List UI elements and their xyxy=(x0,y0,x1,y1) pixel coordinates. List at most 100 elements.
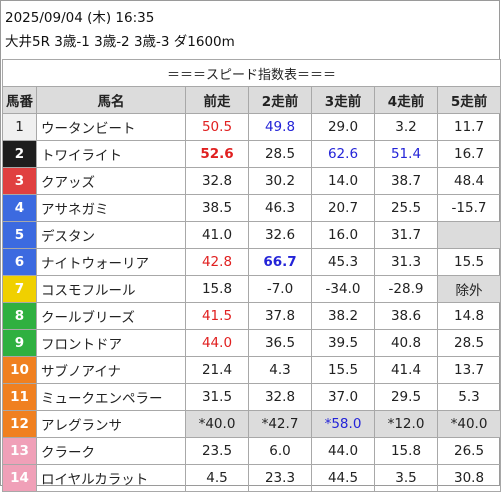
horse-name: アレグランサ xyxy=(36,410,186,438)
table-row: 6 ナイトウォーリア 42.8 66.7 45.3 31.3 15.5 xyxy=(2,248,502,276)
col-header-last: 前走 xyxy=(185,86,249,114)
speed-index-cell: 36.5 xyxy=(248,329,312,357)
speed-index-cell: 16.0 xyxy=(311,221,375,249)
speed-index-cell: 51.4 xyxy=(374,140,438,168)
table-row: 14 ロイヤルカラット 4.5 23.3 44.5 3.5 30.8 xyxy=(2,464,502,492)
horse-number: 3 xyxy=(2,167,37,195)
horse-name: サブノアイナ xyxy=(36,356,186,384)
speed-index-cell: 50.5 xyxy=(185,113,249,141)
table-row: 1 ウータンビート 50.5 49.8 29.0 3.2 11.7 xyxy=(2,113,502,141)
horse-name: トワイライト xyxy=(36,140,186,168)
horse-number: 7 xyxy=(2,275,37,303)
speed-index-cell: 3.5 xyxy=(374,464,438,492)
horse-name: クアッズ xyxy=(36,167,186,195)
speed-index-cell: 44.0 xyxy=(311,437,375,465)
race-datetime: 2025/09/04 (木) 16:35 xyxy=(5,10,155,26)
speed-index-cell: 23.3 xyxy=(248,464,312,492)
speed-index-cell: 31.5 xyxy=(185,383,249,411)
speed-index-cell: 38.2 xyxy=(311,302,375,330)
speed-index-cell: 31.3 xyxy=(374,248,438,276)
horse-number: 9 xyxy=(2,329,37,357)
column-header-row: 馬番 馬名 前走 2走前 3走前 4走前 5走前 xyxy=(2,86,502,114)
horse-number: 6 xyxy=(2,248,37,276)
horse-name: ナイトウォーリア xyxy=(36,248,186,276)
speed-index-cell: -7.0 xyxy=(248,275,312,303)
speed-index-cell: 14.0 xyxy=(311,167,375,195)
speed-index-cell: 25.5 xyxy=(374,194,438,222)
table-row: 5 デスタン 41.0 32.6 16.0 31.7 xyxy=(2,221,502,249)
speed-index-cell: 29.0 xyxy=(311,113,375,141)
speed-index-cell: 26.5 xyxy=(436,437,502,465)
col-header-4th: 4走前 xyxy=(374,86,438,114)
speed-index-cell: 38.6 xyxy=(374,302,438,330)
table-row: 2 トワイライト 52.6 28.5 62.6 51.4 16.7 xyxy=(2,140,502,168)
speed-index-cell: 20.7 xyxy=(311,194,375,222)
speed-index-cell: 66.7 xyxy=(248,248,312,276)
speed-index-cell: 44.5 xyxy=(311,464,375,492)
horse-name: アサネガミ xyxy=(36,194,186,222)
race-info: 大井5R 3歳-1 3歳-2 3歳-3 ダ1600m xyxy=(5,34,235,50)
speed-index-cell: *58.0 xyxy=(311,410,375,438)
speed-index-cell xyxy=(436,221,502,249)
speed-index-cell: 32.6 xyxy=(248,221,312,249)
horse-number: 12 xyxy=(2,410,37,438)
speed-index-cell: -34.0 xyxy=(311,275,375,303)
horse-number: 1 xyxy=(2,113,37,141)
horse-number: 8 xyxy=(2,302,37,330)
speed-index-cell: 45.3 xyxy=(311,248,375,276)
speed-index-cell: 4.3 xyxy=(248,356,312,384)
col-header-2nd: 2走前 xyxy=(248,86,312,114)
speed-index-cell: *40.0 xyxy=(185,410,249,438)
speed-index-cell: 5.3 xyxy=(436,383,502,411)
table-row: 11 ミュークエンペラー 31.5 32.8 37.0 29.5 5.3 xyxy=(2,383,502,411)
speed-index-cell: 29.5 xyxy=(374,383,438,411)
table-row: 10 サブノアイナ 21.4 4.3 15.5 41.4 13.7 xyxy=(2,356,502,384)
speed-index-cell: 15.8 xyxy=(185,275,249,303)
speed-index-cell: 49.8 xyxy=(248,113,312,141)
horse-name: フロントドア xyxy=(36,329,186,357)
table-row: 8 クールブリーズ 41.5 37.8 38.2 38.6 14.8 xyxy=(2,302,502,330)
speed-index-cell: 38.5 xyxy=(185,194,249,222)
horse-name: ミュークエンペラー xyxy=(36,383,186,411)
table-body: 1 ウータンビート 50.5 49.8 29.0 3.2 11.7 2 トワイライト 52.6 28… xyxy=(2,113,502,492)
horse-number: 2 xyxy=(2,140,37,168)
speed-index-cell: 32.8 xyxy=(248,383,312,411)
speed-index-cell: 28.5 xyxy=(248,140,312,168)
speed-index-cell: 31.7 xyxy=(374,221,438,249)
speed-index-cell: 14.8 xyxy=(436,302,502,330)
speed-index-cell: 13.7 xyxy=(436,356,502,384)
speed-index-cell: 41.5 xyxy=(185,302,249,330)
speed-index-cell: 40.8 xyxy=(374,329,438,357)
speed-index-cell: 16.7 xyxy=(436,140,502,168)
speed-index-cell: 6.0 xyxy=(248,437,312,465)
speed-index-cell: 39.5 xyxy=(311,329,375,357)
speed-index-cell: 30.2 xyxy=(248,167,312,195)
speed-index-cell: 46.3 xyxy=(248,194,312,222)
speed-index-cell: 3.2 xyxy=(374,113,438,141)
horse-number: 14 xyxy=(2,464,37,492)
speed-index-cell: 15.8 xyxy=(374,437,438,465)
horse-number: 10 xyxy=(2,356,37,384)
table-row: 12 アレグランサ *40.0 *42.7 *58.0 *12.0 *40.0 xyxy=(2,410,502,438)
speed-index-table: ＝＝＝スピード指数表＝＝＝ 馬番 馬名 前走 2走前 3走前 4走前 5走前 1… xyxy=(1,59,502,492)
col-header-name: 馬名 xyxy=(36,86,186,114)
speed-index-cell: 32.8 xyxy=(185,167,249,195)
speed-index-cell: 48.4 xyxy=(436,167,502,195)
speed-index-cell: 41.0 xyxy=(185,221,249,249)
speed-index-cell: 除外 xyxy=(436,275,502,303)
horse-name: ロイヤルカラット xyxy=(36,464,186,492)
horse-number: 5 xyxy=(2,221,37,249)
speed-index-cell: 15.5 xyxy=(311,356,375,384)
speed-index-cell: 37.0 xyxy=(311,383,375,411)
speed-index-cell: -28.9 xyxy=(374,275,438,303)
speed-index-cell: 52.6 xyxy=(185,140,249,168)
horse-number: 11 xyxy=(2,383,37,411)
horse-number: 4 xyxy=(2,194,37,222)
speed-index-cell: 41.4 xyxy=(374,356,438,384)
horse-name: ウータンビート xyxy=(36,113,186,141)
speed-index-cell: *42.7 xyxy=(248,410,312,438)
col-header-5th: 5走前 xyxy=(436,86,502,114)
speed-index-cell: 21.4 xyxy=(185,356,249,384)
speed-index-cell: 11.7 xyxy=(436,113,502,141)
col-header-3rd: 3走前 xyxy=(311,86,375,114)
